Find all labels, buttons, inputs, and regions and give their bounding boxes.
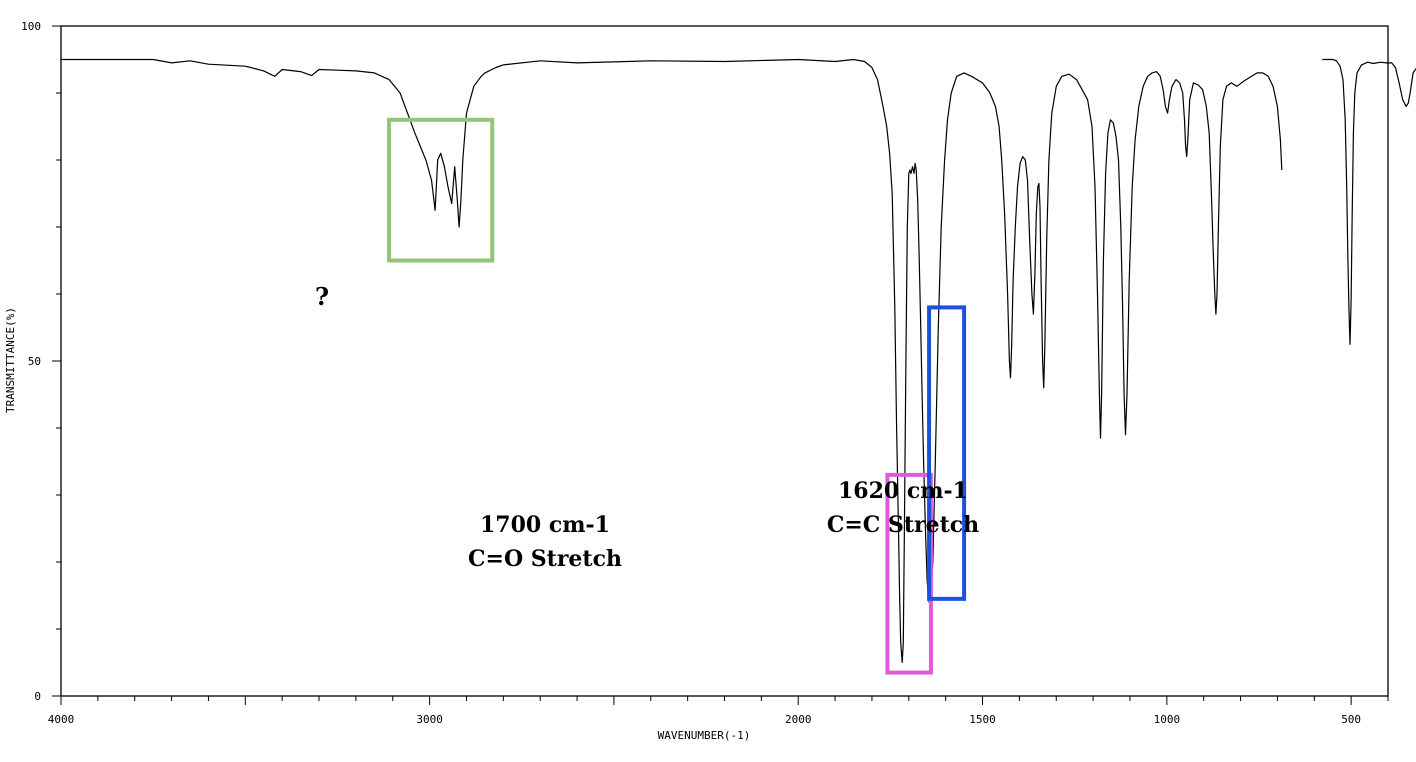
- co-stretch-label: C=O Stretch: [468, 546, 622, 572]
- highlight-boxes: [387, 117, 967, 675]
- x-axis-title: WAVENUMBER(-1): [658, 729, 751, 742]
- x-tick-label: 500: [1341, 713, 1361, 726]
- highlight-box: [387, 117, 495, 263]
- x-tick-label: 2000: [785, 713, 812, 726]
- x-tick-label: 3000: [416, 713, 443, 726]
- x-tick-label: 4000: [48, 713, 75, 726]
- spectrum-line: [1322, 58, 1416, 345]
- x-tick-label: 1500: [969, 713, 996, 726]
- x-tick-label: 1000: [1154, 713, 1181, 726]
- y-axis-title: TRANSMITTANCE(%): [4, 307, 17, 413]
- y-tick-label: 50: [28, 355, 41, 368]
- question-annotation: ?: [315, 282, 330, 311]
- cc-stretch-wavenumber: 1620 cm-1: [837, 478, 968, 504]
- spectrum-line: [61, 58, 1283, 664]
- co-stretch-wavenumber: 1700 cm-1: [479, 512, 610, 538]
- highlight-box: [927, 305, 967, 601]
- axis-ticks: 4000 3000 2000 1500 1000 500 0 50 100: [21, 20, 1389, 726]
- spectrum-series: [61, 58, 1416, 664]
- y-tick-label: 100: [21, 20, 41, 33]
- cc-stretch-label: C=C Stretch: [826, 512, 980, 538]
- cc-stretch-annotation: 1620 cm-1 C=C Stretch: [808, 474, 998, 542]
- co-stretch-annotation: 1700 cm-1 C=O Stretch: [450, 508, 640, 576]
- y-tick-label: 0: [34, 690, 41, 703]
